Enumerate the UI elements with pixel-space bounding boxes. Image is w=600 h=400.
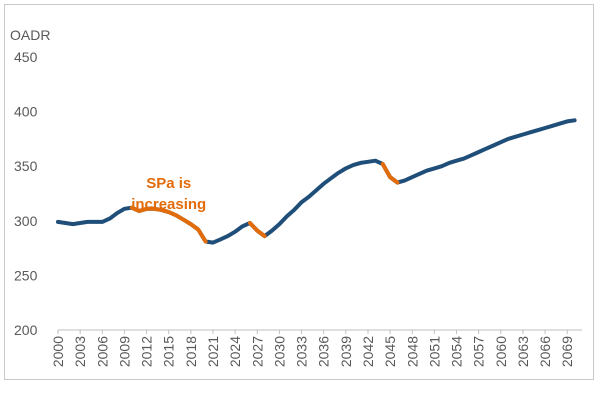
highlight-segment xyxy=(380,162,400,185)
x-tick-label: 2066 xyxy=(537,336,553,367)
x-tick-label: 2042 xyxy=(360,336,376,367)
y-tick-label: 450 xyxy=(14,49,38,65)
x-tick-label: 2003 xyxy=(72,336,88,367)
x-tick-label: 2021 xyxy=(205,336,221,367)
x-tick-label: 2069 xyxy=(559,336,575,367)
x-tick-label: 2060 xyxy=(493,336,509,367)
x-axis-ticks: 2000 2003 2006 2009 2012 2015 2018 2021 2024 2027… xyxy=(50,330,575,367)
y-tick-label: 200 xyxy=(14,322,38,338)
x-tick-label: 2000 xyxy=(50,336,66,367)
x-tick-label: 2006 xyxy=(94,336,110,367)
x-tick-label: 2015 xyxy=(161,336,177,367)
annotation-line-1: SPa is xyxy=(146,175,191,192)
x-tick-label: 2045 xyxy=(382,336,398,367)
y-tick-label: 300 xyxy=(14,213,38,229)
x-tick-label: 2063 xyxy=(515,336,531,367)
x-tick-label: 2033 xyxy=(294,336,310,367)
x-tick-label: 2027 xyxy=(249,336,265,367)
highlight-segment xyxy=(247,221,267,239)
annotation-line-2: increasing xyxy=(131,196,206,213)
x-tick-label: 2030 xyxy=(271,336,287,367)
y-axis-label: OADR xyxy=(10,27,50,43)
series-line-oadr xyxy=(56,118,577,245)
series-lines xyxy=(56,118,577,245)
x-tick-label: 2048 xyxy=(404,336,420,367)
x-tick-label: 2024 xyxy=(227,336,243,367)
y-tick-label: 350 xyxy=(14,158,38,174)
x-tick-label: 2036 xyxy=(316,336,332,367)
y-tick-label: 250 xyxy=(14,267,38,283)
y-axis-ticks: 200 250 300 350 400 450 xyxy=(14,49,38,338)
x-tick-label: 2057 xyxy=(471,336,487,367)
highlight-segment xyxy=(129,205,208,244)
y-tick-label: 400 xyxy=(14,104,38,120)
x-tick-label: 2012 xyxy=(139,336,155,367)
x-tick-label: 2009 xyxy=(116,336,132,367)
chart-frame xyxy=(4,4,594,380)
x-tick-label: 2039 xyxy=(338,336,354,367)
x-tick-label: 2018 xyxy=(183,336,199,367)
x-tick-label: 2051 xyxy=(426,336,442,367)
x-tick-label: 2054 xyxy=(449,336,465,367)
